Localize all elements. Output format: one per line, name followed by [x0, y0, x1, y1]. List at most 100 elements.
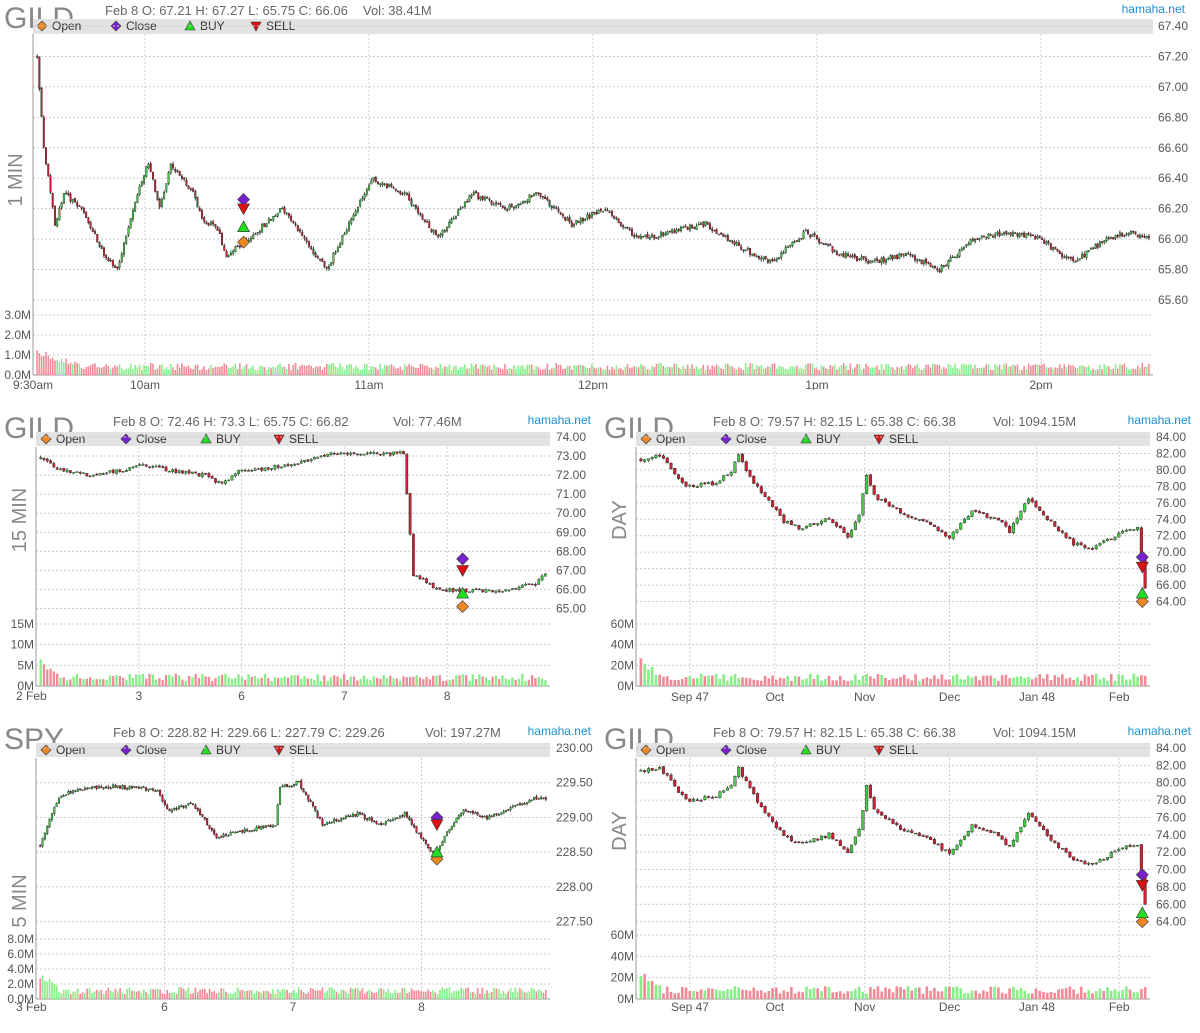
candle-body [786, 521, 790, 524]
volume-tick-label: 0M [617, 992, 634, 1006]
candle-body [439, 234, 442, 237]
candle-body [69, 790, 72, 794]
candle-body [377, 823, 380, 825]
candle-body [370, 180, 373, 185]
candle-body [573, 224, 576, 227]
candle-body [263, 467, 267, 471]
candle-body [189, 188, 192, 191]
x-tick-label: 11am [354, 378, 383, 390]
candle-body [477, 192, 480, 200]
volume-bar [800, 367, 803, 375]
volume-bar [191, 677, 194, 686]
volume-bar [575, 365, 578, 375]
candle-body [310, 246, 313, 250]
candle-body [899, 508, 903, 514]
legend-sell-label: SELL [889, 743, 919, 757]
volume-bar [299, 365, 301, 375]
x-tick-label: Oct [765, 1000, 784, 1014]
candle-body [201, 813, 204, 817]
price-tick-label: 67.20 [1158, 49, 1188, 63]
candle-body [853, 521, 857, 531]
candle-body [476, 812, 479, 816]
candle-body [68, 470, 72, 473]
candle-body [597, 209, 600, 214]
candle-body [278, 208, 281, 213]
volume-bar [481, 676, 484, 686]
volume-bar [375, 677, 379, 686]
volume-bar [356, 680, 359, 686]
volume-bar [1113, 680, 1117, 686]
candle-body [237, 470, 240, 475]
volume-bar [455, 675, 458, 686]
volume-bar [468, 680, 471, 686]
x-tick-label: 8 [444, 689, 451, 703]
candle-body [722, 790, 726, 793]
candle-body [1085, 250, 1088, 258]
volume-bar [551, 368, 553, 375]
candle-body [221, 233, 224, 245]
x-tick-label: 3 [135, 689, 142, 703]
candle-body [326, 822, 329, 825]
volume-bar [252, 365, 255, 375]
volume-bar [985, 364, 988, 375]
volume-bar [526, 364, 529, 375]
legend-sell-label: SELL [266, 19, 296, 33]
candle-body [154, 179, 157, 192]
volume-bar [626, 364, 629, 375]
candle-body [735, 242, 738, 245]
volume-bar [397, 367, 399, 375]
volume-bar [1061, 674, 1064, 686]
candle-body [488, 198, 491, 201]
candle-body [213, 829, 216, 835]
volume-bar [854, 674, 857, 686]
candle-body [133, 786, 136, 788]
candle-body [508, 204, 511, 210]
candle-body [962, 518, 967, 524]
legend-band [36, 432, 550, 446]
volume-bar [1128, 989, 1132, 999]
candle-body [1057, 526, 1061, 532]
candle-body [216, 226, 219, 231]
volume-bar [100, 367, 103, 375]
volume-bar [816, 368, 818, 375]
candle-body [215, 833, 218, 838]
volume-bar [395, 368, 397, 375]
x-tick-label: Nov [854, 1000, 875, 1014]
candle-body [140, 181, 143, 187]
candle-body [154, 790, 157, 793]
volume-bar [1109, 990, 1113, 999]
volume-bar [767, 991, 771, 999]
volume-bar [595, 368, 598, 375]
candle-body [269, 825, 272, 828]
volume-bar [535, 991, 538, 999]
candle-body [428, 221, 431, 229]
volume-bar [510, 369, 513, 375]
candle-body [253, 468, 257, 471]
volume-tick-label: 1.0M [4, 348, 31, 362]
volume-bar [161, 992, 164, 999]
candle-body [332, 453, 336, 455]
candle-body [172, 164, 175, 169]
volume-bar [748, 678, 752, 686]
candle-body [1040, 237, 1043, 241]
volume-bar [443, 989, 446, 999]
volume-bar [996, 366, 999, 375]
candle-body [1113, 850, 1117, 853]
volume-bar [831, 680, 835, 686]
candle-body [669, 774, 673, 781]
volume-bar [418, 677, 422, 686]
candle-body [100, 245, 103, 249]
candle-body [322, 455, 326, 457]
volume-bar [241, 368, 243, 375]
candle-body [184, 805, 188, 808]
candle-body [827, 832, 831, 839]
candle-body [459, 208, 462, 210]
volume-bar [254, 369, 257, 375]
candle-body [936, 843, 940, 846]
price-tick-label: 74.00 [1156, 512, 1186, 526]
volume-bar [1116, 368, 1119, 375]
x-tick-label: Feb [1109, 1000, 1130, 1014]
volume-bar [321, 987, 324, 999]
volume-bar [793, 366, 796, 375]
volume-bar [379, 363, 382, 375]
